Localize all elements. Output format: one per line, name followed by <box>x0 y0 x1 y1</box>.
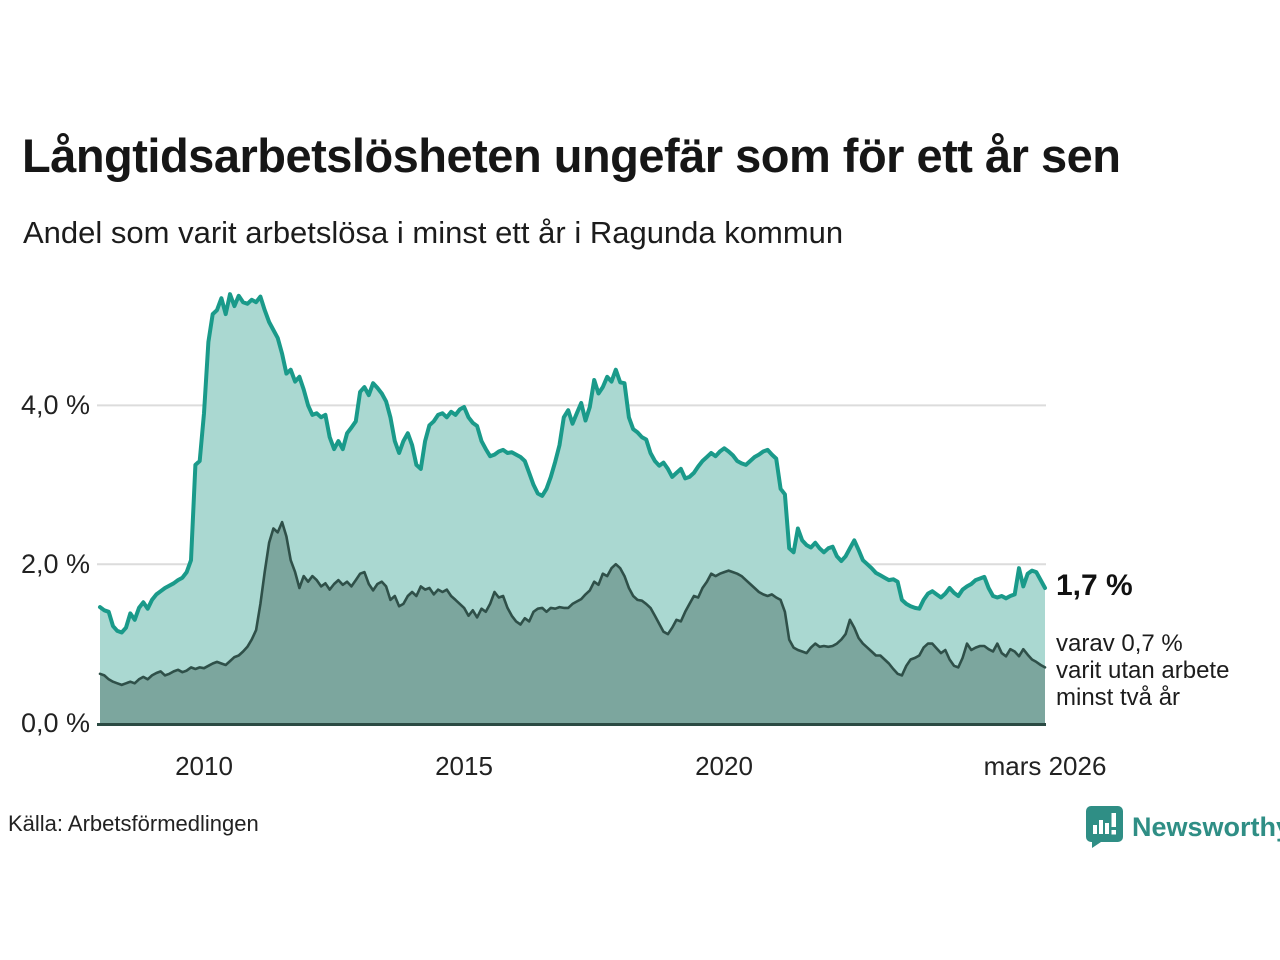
page-title: Långtidsarbetslösheten ungefär som för e… <box>22 129 1121 182</box>
annotation-line-1: varav 0,7 % <box>1056 630 1183 657</box>
latest-sub-annotation: varav 0,7 % varit utan arbete minst två … <box>1056 630 1229 711</box>
x-axis-label-mars-2026: mars 2026 <box>983 751 1107 781</box>
source-note: Källa: Arbetsförmedlingen <box>8 811 259 836</box>
latest-value-label: 1,7 % <box>1056 569 1133 602</box>
annotation-line-2: varit utan arbete <box>1056 657 1230 684</box>
x-axis-label-2010: 2010 <box>175 751 233 781</box>
y-axis-label-2: 2,0 % <box>20 549 90 580</box>
x-axis-label-2015: 2015 <box>435 751 493 781</box>
newsworthy-bubble-chart-icon <box>1086 806 1123 853</box>
y-axis-label-0: 0,0 % <box>20 708 90 738</box>
newsworthy-wordmark: Newsworthy <box>1132 812 1280 842</box>
newsworthy-logo: Newsworthy <box>1086 806 1280 853</box>
y-axis-label-4: 4,0 % <box>20 390 90 421</box>
annotation-line-3: minst två år <box>1056 684 1181 711</box>
x-axis-label-2020: 2020 <box>695 751 753 781</box>
page-subtitle: Andel som varit arbetslösa i minst ett å… <box>23 215 844 250</box>
